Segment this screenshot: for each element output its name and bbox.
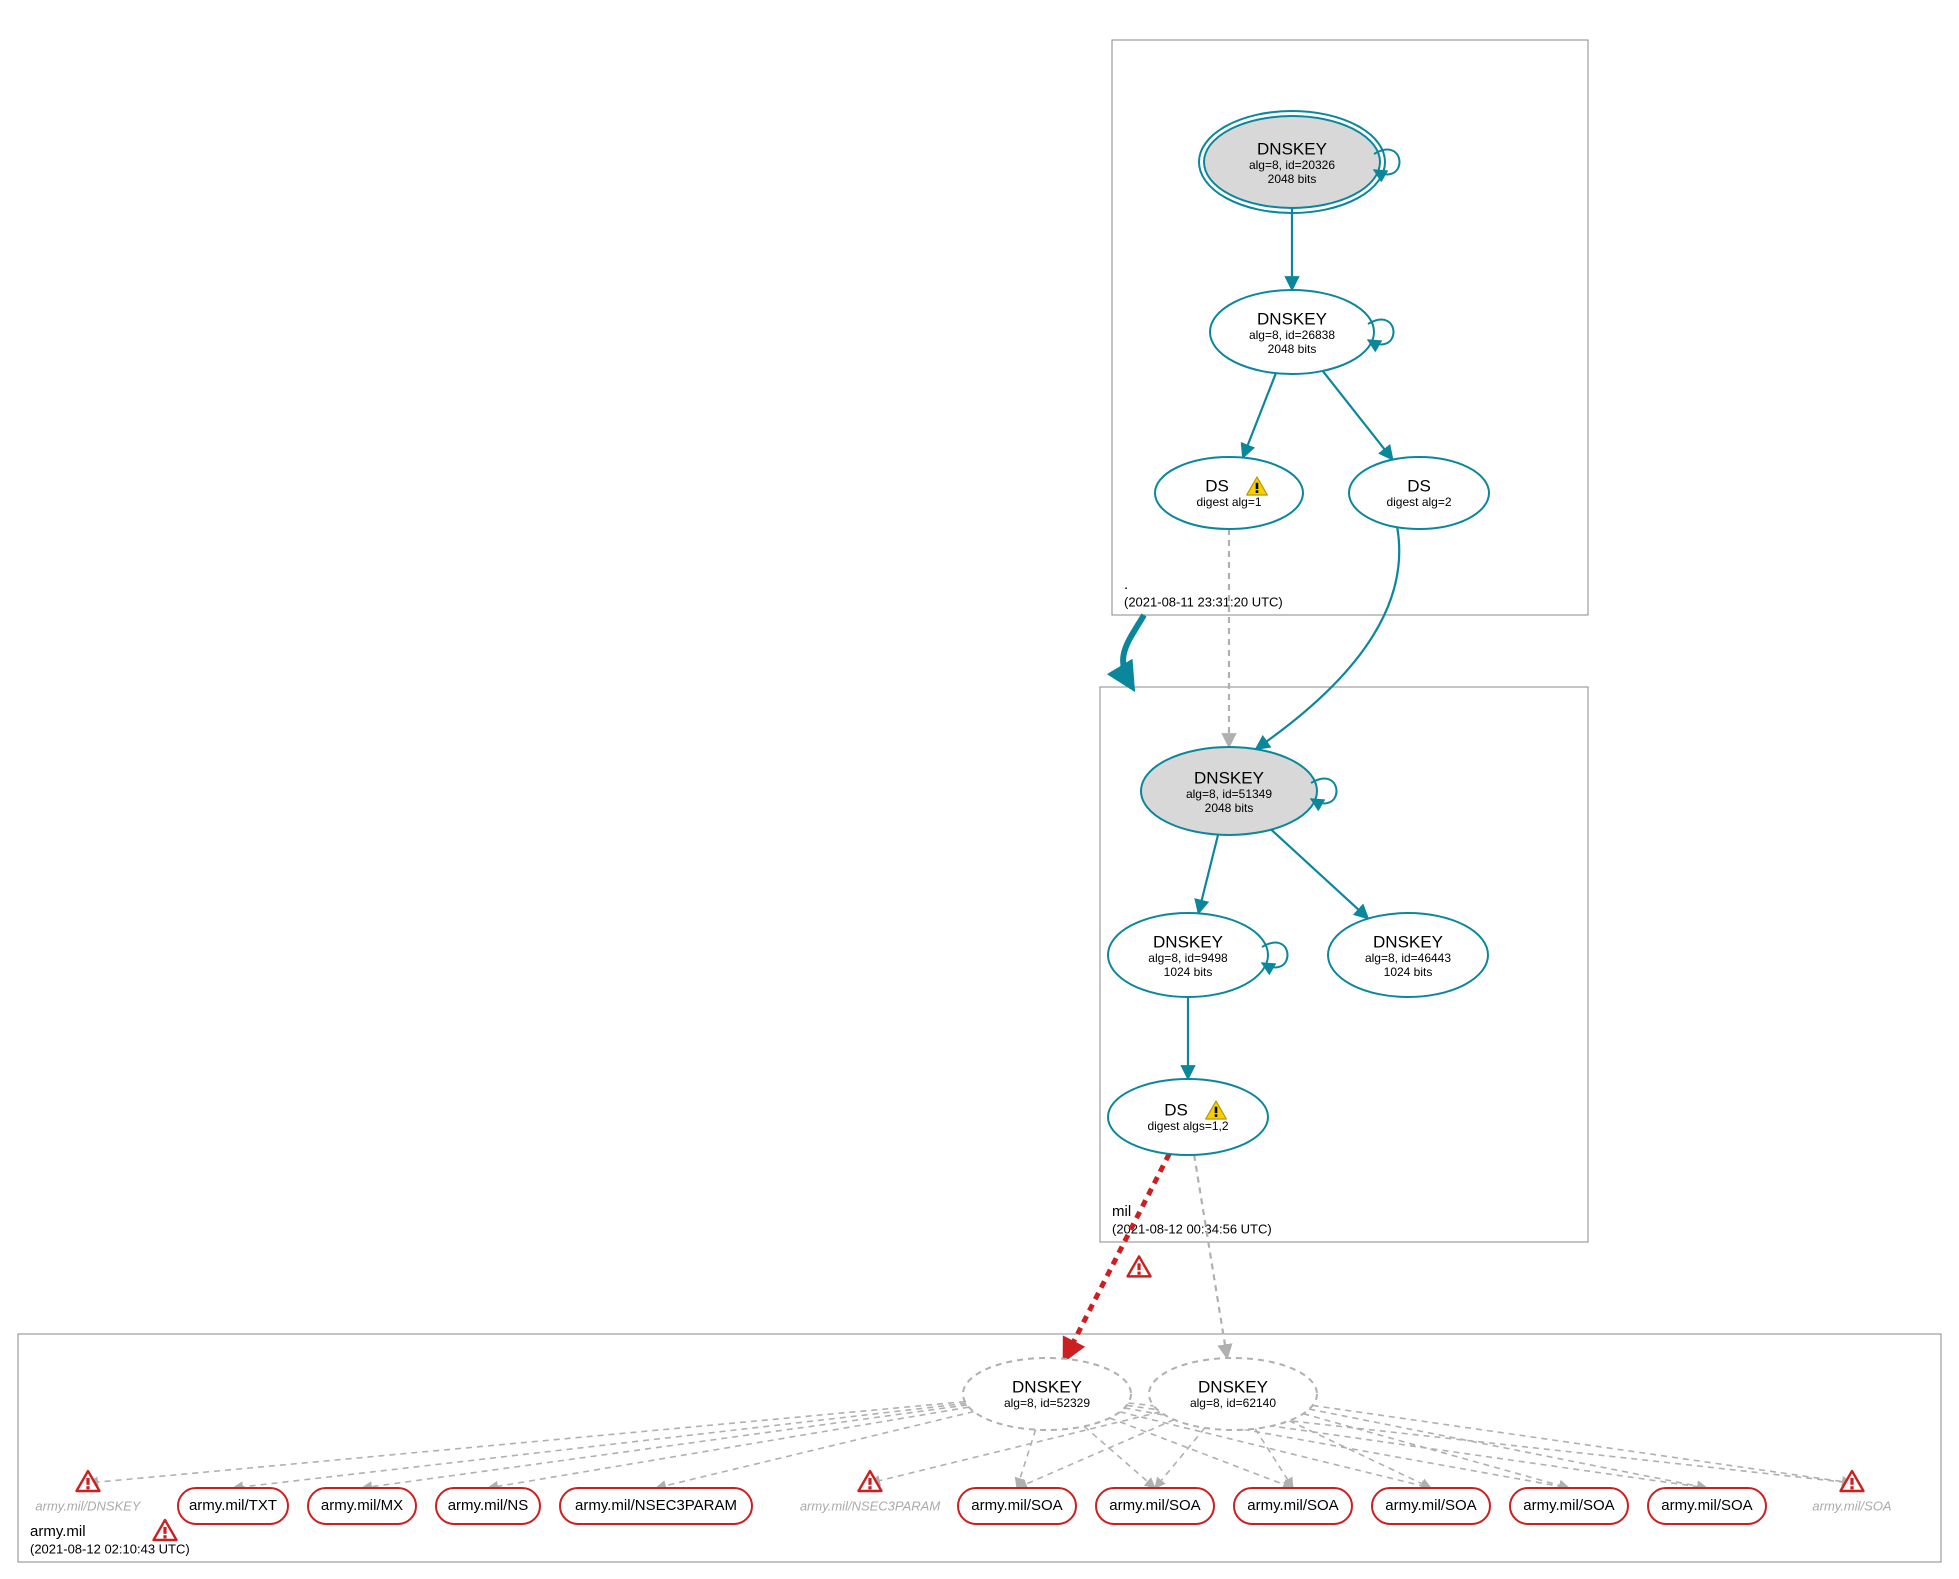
record-label: army.mil/NSEC3PARAM [575, 1497, 737, 1514]
record-label: army.mil/SOA [1661, 1497, 1752, 1514]
record-rec_soa1[interactable]: army.mil/SOA [958, 1488, 1076, 1524]
node-mil_ds[interactable]: DSdigest algs=1,2 [1108, 1079, 1268, 1155]
node-sub1: digest alg=2 [1386, 495, 1451, 509]
zone-label: . [1124, 576, 1128, 593]
record-rec_soa6[interactable]: army.mil/SOA [1648, 1488, 1766, 1524]
node-sub1: alg=8, id=46443 [1365, 951, 1451, 965]
node-title: DNSKEY [1153, 932, 1223, 951]
ghost-label: army.mil/SOA [1812, 1498, 1891, 1513]
node-title: DNSKEY [1257, 139, 1327, 158]
ghost-gl_soa: army.mil/SOA [1812, 1498, 1891, 1513]
node-sub1: alg=8, id=62140 [1190, 1396, 1276, 1410]
node-sub1: alg=8, id=51349 [1186, 787, 1272, 801]
node-sub2: 1024 bits [1384, 965, 1433, 979]
record-rec_soa2[interactable]: army.mil/SOA [1096, 1488, 1214, 1524]
zone-timestamp: (2021-08-12 00:34:56 UTC) [1112, 1221, 1272, 1236]
dnssec-diagram: .(2021-08-11 23:31:20 UTC)mil(2021-08-12… [0, 0, 1959, 1579]
record-label: army.mil/SOA [1523, 1497, 1614, 1514]
zone-timestamp: (2021-08-12 02:10:43 UTC) [30, 1541, 190, 1556]
ghost-gl_dnskey: army.mil/DNSKEY [35, 1498, 142, 1513]
node-sub1: digest algs=1,2 [1147, 1119, 1228, 1133]
node-mil_zsk2[interactable]: DNSKEYalg=8, id=464431024 bits [1328, 913, 1488, 997]
zone-label: mil [1112, 1203, 1131, 1220]
error-icon [1128, 1256, 1151, 1276]
record-rec_soa4[interactable]: army.mil/SOA [1372, 1488, 1490, 1524]
node-army_k1[interactable]: DNSKEYalg=8, id=52329 [963, 1358, 1131, 1430]
node-sub1: alg=8, id=9498 [1148, 951, 1228, 965]
node-sub2: 2048 bits [1268, 342, 1317, 356]
node-sub2: 1024 bits [1164, 965, 1213, 979]
node-sub1: digest alg=1 [1196, 495, 1261, 509]
node-army_k2[interactable]: DNSKEYalg=8, id=62140 [1149, 1358, 1317, 1430]
node-title: DS [1164, 1100, 1188, 1119]
node-sub1: alg=8, id=52329 [1004, 1396, 1090, 1410]
record-rec_ns[interactable]: army.mil/NS [436, 1488, 540, 1524]
record-rec_mx[interactable]: army.mil/MX [308, 1488, 416, 1524]
node-title: DNSKEY [1012, 1377, 1082, 1396]
record-label: army.mil/MX [321, 1497, 403, 1514]
zone-edge [1123, 615, 1144, 687]
record-rec_soa5[interactable]: army.mil/SOA [1510, 1488, 1628, 1524]
node-sub1: alg=8, id=26838 [1249, 328, 1335, 342]
record-label: army.mil/SOA [971, 1497, 1062, 1514]
node-title: DS [1205, 476, 1229, 495]
node-title: DNSKEY [1194, 768, 1264, 787]
record-rec_nsec3[interactable]: army.mil/NSEC3PARAM [560, 1488, 752, 1524]
zone-timestamp: (2021-08-11 23:31:20 UTC) [1124, 594, 1283, 609]
node-title: DNSKEY [1257, 309, 1327, 328]
record-label: army.mil/SOA [1247, 1497, 1338, 1514]
node-title: DNSKEY [1198, 1377, 1268, 1396]
ghost-label: army.mil/NSEC3PARAM [800, 1498, 941, 1513]
node-root_ds2[interactable]: DSdigest alg=2 [1349, 457, 1489, 529]
zone-box-army: army.mil(2021-08-12 02:10:43 UTC) [18, 1334, 1941, 1562]
ghost-gl_nsec3: army.mil/NSEC3PARAM [800, 1498, 941, 1513]
record-rec_txt[interactable]: army.mil/TXT [178, 1488, 288, 1524]
record-rec_soa3[interactable]: army.mil/SOA [1234, 1488, 1352, 1524]
node-sub1: alg=8, id=20326 [1249, 158, 1335, 172]
ghost-label: army.mil/DNSKEY [35, 1498, 142, 1513]
record-label: army.mil/NS [448, 1497, 529, 1514]
node-root_ds1[interactable]: DSdigest alg=1 [1155, 457, 1303, 529]
node-title: DNSKEY [1373, 932, 1443, 951]
zone-label: army.mil [30, 1523, 86, 1540]
node-sub2: 2048 bits [1205, 801, 1254, 815]
record-label: army.mil/SOA [1109, 1497, 1200, 1514]
node-sub2: 2048 bits [1268, 172, 1317, 186]
record-label: army.mil/TXT [189, 1497, 277, 1514]
node-title: DS [1407, 476, 1431, 495]
record-label: army.mil/SOA [1385, 1497, 1476, 1514]
